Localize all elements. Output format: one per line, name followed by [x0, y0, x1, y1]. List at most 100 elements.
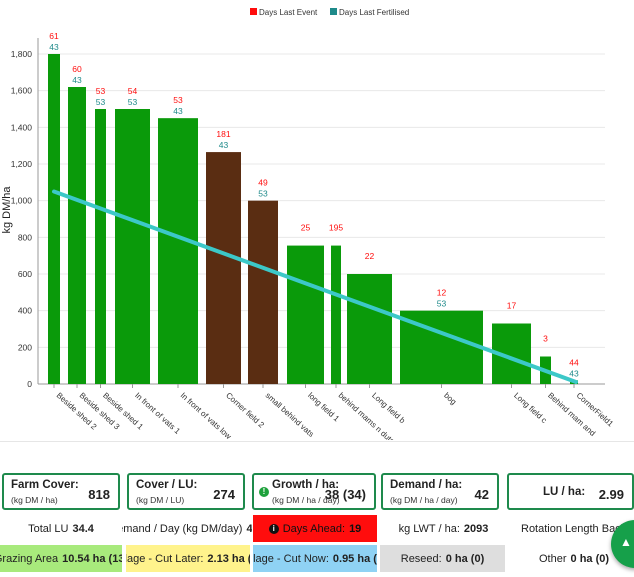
legend-label: Days Last Event [259, 8, 318, 17]
bar [331, 245, 341, 384]
lu-per-ha-card[interactable]: LU / ha: 2.99 [507, 473, 634, 510]
x-tick-label: bog [442, 391, 458, 407]
demand-per-day-value: 481 [246, 522, 252, 535]
cover-per-lu-value: 274 [213, 487, 235, 502]
legend-swatch [250, 8, 257, 15]
bar [287, 245, 324, 384]
chart-legend: Days Last Event Days Last Fertilised [250, 8, 409, 17]
y-tick-label: 1,800 [11, 49, 33, 59]
y-tick-label: 0 [27, 379, 32, 389]
days-last-event-label: 25 [301, 223, 311, 233]
days-last-event-label: 22 [365, 251, 375, 261]
days-last-event-label: 53 [173, 95, 183, 105]
bar [68, 87, 86, 384]
demand-card[interactable]: Demand / ha: (kg DM / ha / day) 42 [381, 473, 499, 510]
lu-per-ha-value: 2.99 [598, 487, 624, 502]
bar [347, 274, 392, 384]
silage-cut-now-value: 0.95 ha (1) [332, 552, 377, 565]
chevron-up-icon: ▲ [620, 535, 632, 549]
demand-unit: (kg DM / ha / day) [390, 495, 458, 505]
days-last-event-label: 195 [329, 223, 343, 233]
silage-cut-now-badge: Silage - Cut Now:0.95 ha (1) [253, 545, 377, 572]
kg-lwt-value: 2093 [463, 522, 489, 535]
growth-card[interactable]: ! Growth / ha: (kg DM / ha / day) 38 (34… [252, 473, 376, 510]
growth-value: 38 (34) [324, 487, 366, 502]
y-tick-label: 200 [18, 342, 32, 352]
silage-cut-later-value: 2.13 ha (3) [207, 552, 250, 565]
trend-line [52, 189, 578, 384]
section-divider [0, 441, 634, 442]
days-last-event-label: 53 [96, 86, 106, 96]
demand-per-day-label: Demand / Day (kg DM/day) [122, 522, 243, 535]
grazing-area-label: Grazing Area [0, 552, 59, 565]
total-lu-label: Total LU [28, 522, 69, 535]
lu-per-ha-label: LU / ha: [543, 486, 586, 498]
bar [95, 109, 106, 384]
days-last-event-label: 3 [543, 334, 548, 344]
bar [158, 118, 198, 385]
reseed-label: Reseed: [400, 552, 442, 565]
y-tick-label: 800 [18, 232, 32, 242]
farm-cover-value: 818 [88, 487, 110, 502]
farm-cover-unit: (kg DM / ha) [11, 495, 58, 505]
bar [206, 152, 241, 384]
kg-lwt-per-ha: kg LWT / ha: 2093 [380, 515, 507, 542]
days-last-fertilised-label: 53 [258, 189, 268, 199]
y-tick-label: 1,200 [11, 159, 33, 169]
chart-bars [48, 54, 578, 385]
y-axis-label: kg DM/ha [1, 186, 13, 234]
growth-unit: (kg DM / ha / day) [272, 495, 340, 505]
days-ahead-label: Days Ahead: [282, 522, 346, 535]
scroll-up-button[interactable]: ▲ [611, 520, 634, 568]
demand-per-day: Demand / Day (kg DM/day)481 [122, 515, 252, 542]
days-last-event-label: 12 [437, 288, 447, 298]
farm-cover-label: Farm Cover: [11, 479, 79, 491]
grazing-area-badge: Grazing Area 10.54 ha (13) [0, 545, 122, 572]
days-last-fertilised-label: 43 [173, 106, 183, 116]
days-last-fertilised-label: 53 [128, 97, 138, 107]
grazing-area-value: 10.54 ha (13) [62, 552, 122, 565]
days-last-fertilised-label: 53 [437, 299, 447, 309]
cover-per-lu-card[interactable]: Cover / LU: (kg DM / LU) 274 [127, 473, 245, 510]
y-tick-label: 1,000 [11, 196, 33, 206]
total-lu: Total LU 34.4 [0, 515, 122, 542]
rotation-length-label: Rotation Length Back: [521, 522, 630, 535]
other-value: 0 ha (0) [570, 552, 610, 565]
info-icon: i [268, 523, 279, 534]
days-last-fertilised-label: 43 [49, 42, 59, 52]
demand-value: 42 [474, 487, 489, 502]
days-last-event-label: 181 [216, 129, 230, 139]
days-ahead-value: 19 [349, 522, 362, 535]
silage-cut-later-badge: Silage - Cut Later:2.13 ha (3) [126, 545, 250, 572]
days-last-fertilised-label: 43 [569, 368, 579, 378]
growth-label: Growth / ha: [272, 479, 340, 491]
silage-cut-now-label: Silage - Cut Now: [253, 552, 329, 565]
legend-swatch [330, 8, 337, 15]
bar [248, 200, 278, 384]
days-last-event-label: 54 [128, 86, 138, 96]
other-area: Other 0 ha (0) [507, 545, 611, 572]
chart-trend-line [52, 189, 578, 384]
bar [115, 109, 150, 384]
y-tick-label: 1,400 [11, 122, 33, 132]
reseed-badge: Reseed: 0 ha (0) [380, 545, 505, 572]
total-lu-value: 34.4 [72, 522, 94, 535]
days-last-event-label: 60 [72, 64, 82, 74]
cover-per-lu-label: Cover / LU: [136, 479, 198, 491]
farm-cover-card[interactable]: Farm Cover: (kg DM / ha) 818 [2, 473, 120, 510]
x-tick-label: long field 1 [306, 391, 341, 424]
days-last-event-label: 61 [49, 31, 59, 41]
growth-dot-icon: ! [259, 487, 269, 497]
y-tick-label: 400 [18, 306, 32, 316]
days-last-fertilised-label: 53 [96, 97, 106, 107]
x-tick-label: Corner field 2 [224, 391, 266, 430]
bar [48, 54, 60, 384]
y-tick-label: 1,600 [11, 86, 33, 96]
x-tick-label: Long field c [512, 391, 548, 425]
days-ahead-badge: i Days Ahead: 19 [253, 515, 377, 542]
x-tick-label: Beside shed 2 [55, 391, 99, 432]
cover-chart: Days Last Event Days Last Fertilised 0 200… [1, 8, 615, 440]
demand-label: Demand / ha: [390, 479, 463, 491]
